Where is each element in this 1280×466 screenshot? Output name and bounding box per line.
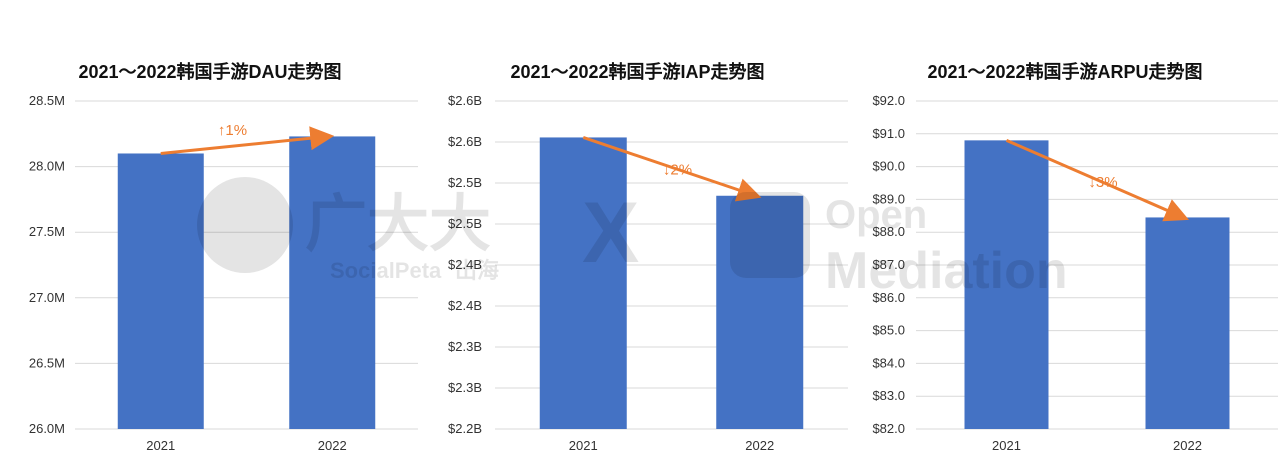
y-tick-label: $82.0 bbox=[872, 421, 905, 436]
y-tick-label: 27.5M bbox=[29, 224, 65, 239]
y-tick-label: $89.0 bbox=[872, 191, 905, 206]
y-tick-label: $92.0 bbox=[872, 93, 905, 108]
chart-arpu-panel: 2021～2022韩国手游ARPU走势图 $82.0 $83.0 $84.0 $85.… bbox=[850, 0, 1280, 466]
y-tick-label: 27.0M bbox=[29, 290, 65, 305]
y-tick-label: 28.0M bbox=[29, 159, 65, 174]
bar-2021 bbox=[964, 140, 1049, 430]
y-tick-label: $86.0 bbox=[872, 290, 905, 305]
chart-title: 2021～2022韩国手游IAP走势图 bbox=[510, 62, 765, 82]
x-tick-label: 2021 bbox=[569, 438, 598, 453]
y-tick-label: $2.5B bbox=[448, 175, 482, 190]
x-tick-label: 2021 bbox=[992, 438, 1021, 453]
trend-arrow bbox=[582, 136, 762, 202]
bar-2022 bbox=[1145, 217, 1230, 429]
chart-iap-panel: 2021～2022韩国手游IAP走势图 $2.2B $2.3B $2.3B $2.4B… bbox=[425, 0, 850, 466]
y-tick-label: $87.0 bbox=[872, 257, 905, 272]
y-tick-label: $85.0 bbox=[872, 323, 905, 338]
trend-arrow bbox=[160, 126, 335, 155]
chart-title: 2021～2022韩国手游DAU走势图 bbox=[78, 62, 342, 82]
trend-annotation: ↑1% bbox=[218, 122, 247, 139]
x-tick-label: 2021 bbox=[146, 438, 175, 453]
trend-annotation: ↓3% bbox=[1088, 174, 1117, 191]
y-tick-label: $88.0 bbox=[872, 224, 905, 239]
y-tick-label: 28.5M bbox=[29, 93, 65, 108]
trend-arrow bbox=[1005, 138, 1190, 222]
y-tick-label: $2.4B bbox=[448, 298, 482, 313]
bar-2022 bbox=[716, 195, 804, 429]
y-tick-label: 26.5M bbox=[29, 355, 65, 370]
y-tick-label: 26.0M bbox=[29, 421, 65, 436]
y-tick-label: $2.4B bbox=[448, 257, 482, 272]
y-tick-label: $2.3B bbox=[448, 339, 482, 354]
chart-dau-panel: 2021～2022韩国手游DAU走势图 26.0M 26.5M 27.0M 27.5M… bbox=[0, 0, 420, 466]
y-tick-label: $2.5B bbox=[448, 216, 482, 231]
trend-annotation: ↓2% bbox=[663, 162, 692, 179]
chart-dau: 26.0M 26.5M 27.0M 27.5M 28.0M 28.5M 2021 2022 ↑1… bbox=[29, 93, 418, 453]
y-tick-label: $2.6B bbox=[448, 93, 482, 108]
y-tick-label: $2.3B bbox=[448, 380, 482, 395]
y-tick-label: $2.2B bbox=[448, 421, 482, 436]
bar-2022 bbox=[289, 136, 376, 429]
x-tick-label: 2022 bbox=[745, 438, 774, 453]
x-tick-label: 2022 bbox=[1173, 438, 1202, 453]
y-tick-label: $91.0 bbox=[872, 126, 905, 141]
y-tick-label: $84.0 bbox=[872, 355, 905, 370]
y-tick-label: $90.0 bbox=[872, 159, 905, 174]
chart-iap: $2.2B $2.3B $2.3B $2.4B $2.4B $2.5B $2.5B $2.6B… bbox=[448, 93, 848, 453]
bar-2021 bbox=[117, 153, 204, 430]
chart-title: 2021～2022韩国手游ARPU走势图 bbox=[927, 62, 1203, 82]
y-tick-label: $2.6B bbox=[448, 134, 482, 149]
bar-2021 bbox=[539, 137, 627, 429]
chart-arpu: $82.0 $83.0 $84.0 $85.0 $86.0 $87.0 $88.0 $89.0… bbox=[872, 93, 1278, 453]
y-tick-label: $83.0 bbox=[872, 388, 905, 403]
x-tick-label: 2022 bbox=[318, 438, 347, 453]
